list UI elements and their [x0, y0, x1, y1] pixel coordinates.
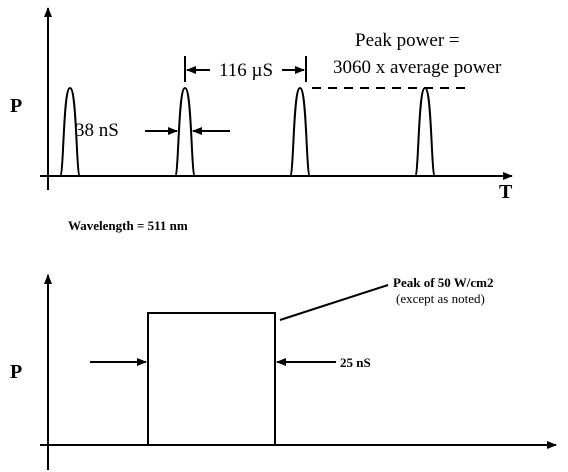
x-label: T — [499, 181, 513, 203]
pulse — [414, 86, 436, 177]
bottom-diagram: 25 nS Peak of 50 W/cm2 (except as noted)… — [10, 274, 557, 470]
width-label: 25 nS — [340, 355, 371, 370]
top-diagram: 116 µS 38 nS Peak power = 3060 x average… — [10, 7, 513, 203]
peak-label: Peak of 50 W/cm2 — [393, 275, 494, 290]
period-label: 116 µS — [219, 60, 273, 81]
width-label: 38 nS — [75, 120, 119, 141]
pulse — [174, 86, 196, 177]
y-label: P — [10, 95, 22, 117]
pulse — [289, 86, 311, 177]
y-label: P — [10, 361, 22, 383]
peak-label: Peak power = — [355, 30, 460, 51]
pulse — [59, 86, 81, 177]
peak-label: 3060 x average power — [333, 57, 502, 78]
peak-note: (except as noted) — [396, 291, 485, 306]
pulse — [147, 312, 276, 445]
wavelength: Wavelength = 511 nm — [68, 218, 188, 233]
leader — [279, 284, 389, 321]
